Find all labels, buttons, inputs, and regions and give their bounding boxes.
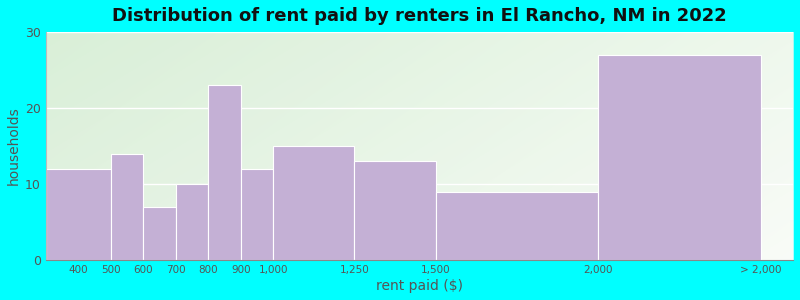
Bar bbox=[598, 55, 761, 260]
Bar bbox=[354, 161, 436, 260]
Bar bbox=[274, 146, 354, 260]
Bar bbox=[241, 169, 274, 260]
Title: Distribution of rent paid by renters in El Rancho, NM in 2022: Distribution of rent paid by renters in … bbox=[112, 7, 727, 25]
Bar bbox=[208, 85, 241, 260]
Y-axis label: households: households bbox=[7, 107, 21, 185]
X-axis label: rent paid ($): rent paid ($) bbox=[376, 279, 463, 293]
Bar bbox=[176, 184, 208, 260]
Bar bbox=[143, 207, 176, 260]
Bar bbox=[46, 169, 111, 260]
Bar bbox=[436, 192, 598, 260]
Bar bbox=[111, 154, 143, 260]
